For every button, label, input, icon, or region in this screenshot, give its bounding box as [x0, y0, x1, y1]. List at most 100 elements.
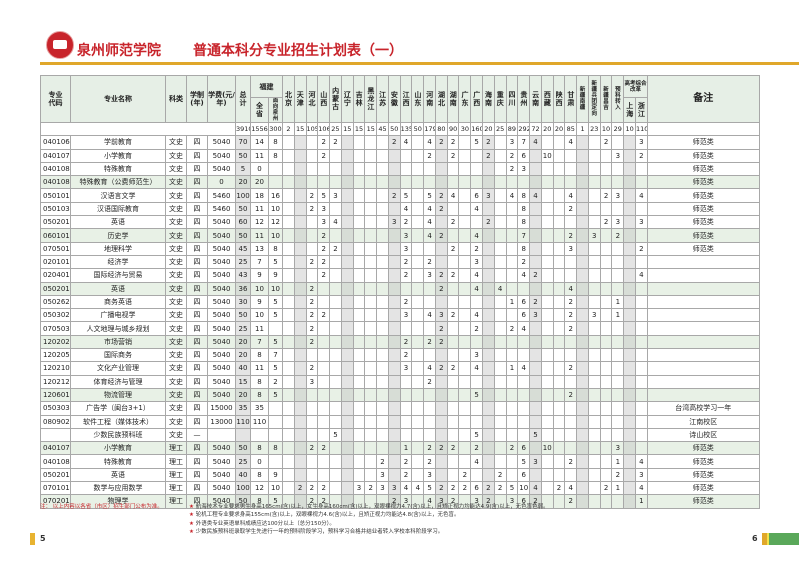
- cell-quota: 3: [399, 361, 413, 376]
- cell-quota: 2: [423, 148, 436, 163]
- cell-quota: [611, 387, 625, 403]
- cell-quota: [552, 321, 566, 336]
- cell-note: 诗山校区: [646, 427, 760, 443]
- cell-quota: [611, 254, 625, 270]
- cell-quota: 3: [399, 241, 413, 256]
- cell-quota: 4: [423, 361, 436, 376]
- cell-quota: 5: [268, 308, 283, 323]
- cell-quota: [540, 467, 554, 483]
- cell-quota: [458, 387, 472, 403]
- cell-quota: [623, 334, 636, 350]
- cell-quota: 2: [305, 254, 319, 270]
- cell-quota: [505, 215, 519, 230]
- cell-quota: [623, 481, 636, 496]
- cell-quota: 9: [250, 268, 269, 283]
- cell-quota: [529, 254, 542, 270]
- cell-quota: [387, 414, 401, 429]
- table-row: 070503 人文地理与城乡规划 文史四 5040 25 11 2 2 2 2 4 2: [40, 321, 760, 336]
- cell-quota: [364, 281, 378, 296]
- cell-quota: 4: [470, 201, 484, 217]
- table-row: 050302 广播电视学 文史四 5040 50 10 5 2 2 3 4 3 2 4 6 3 2 3 1: [40, 308, 760, 323]
- cell-quota: [540, 268, 554, 283]
- cell-quota: 2: [599, 135, 613, 150]
- cell-quota: [493, 188, 507, 203]
- cell-quota: [634, 348, 648, 363]
- cell-quota: [529, 348, 542, 363]
- cell-quota: [352, 281, 366, 296]
- cell-quota: [611, 334, 625, 350]
- table-row: 080902 软件工程（媒体技术） 文史四 13000 110 110 江南校区: [40, 414, 760, 429]
- cell-quota: [529, 215, 542, 230]
- cell-quota: 10: [540, 441, 554, 456]
- cell-quota: [293, 294, 307, 310]
- cell-quota: [387, 201, 401, 217]
- cell-years: 四: [186, 148, 208, 163]
- cell-quota: [482, 268, 495, 283]
- col-province: 重庆: [493, 75, 507, 123]
- cell-quota: [305, 348, 319, 363]
- cell-fee: 5040: [207, 454, 236, 469]
- cell-quota: [446, 454, 460, 469]
- cell-quota: [446, 467, 460, 483]
- cell-quota: 11: [250, 148, 269, 163]
- col-province: 陕西: [552, 75, 566, 123]
- col-note: 备注: [646, 75, 760, 123]
- cell-quota: [517, 414, 531, 429]
- cell-quota: [552, 374, 566, 389]
- cell-quota: [446, 401, 460, 416]
- cell-name: 小学教育: [70, 148, 166, 163]
- cell-name: 体育经济与管理: [70, 374, 166, 389]
- cell-quota: 2: [399, 467, 413, 483]
- cell-quota: [552, 294, 566, 310]
- cell-quota: [505, 414, 519, 429]
- cell-quota: 2: [317, 241, 331, 256]
- cell-quota: [634, 361, 648, 376]
- cell-quota: [552, 441, 566, 456]
- cell-quota: [340, 201, 354, 217]
- cell-quota: [411, 148, 425, 163]
- cell-quota: [329, 441, 342, 456]
- cell-quota: 5: [470, 387, 484, 403]
- cell-quota: [364, 321, 378, 336]
- cell-quota: 40: [235, 467, 251, 483]
- cell-quota: [434, 161, 448, 177]
- cell-quota: 2: [317, 308, 331, 323]
- cell-quota: 3: [399, 228, 413, 243]
- cell-code: 020101: [40, 254, 71, 270]
- col-province: 预科转入: [611, 75, 625, 123]
- cell-quota: [293, 188, 307, 203]
- cell-quota: [623, 308, 636, 323]
- cell-quota: 1: [634, 494, 648, 509]
- cell-quota: 7: [517, 135, 531, 150]
- cell-quota: [623, 414, 636, 429]
- cell-quota: [482, 348, 495, 363]
- cell-quota: [599, 334, 613, 350]
- total-cell: 90: [446, 121, 460, 137]
- cell-quota: [611, 241, 625, 256]
- cell-quota: 4: [399, 135, 413, 150]
- cell-quota: [493, 201, 507, 217]
- cell-quota: 1: [505, 361, 519, 376]
- cell-quota: [376, 175, 389, 190]
- cell-note: 师范类: [646, 161, 760, 177]
- cell-quota: [576, 454, 589, 469]
- cell-quota: 2: [517, 254, 531, 270]
- cell-quota: [458, 294, 472, 310]
- cell-quota: [446, 414, 460, 429]
- cell-years: 四: [186, 135, 208, 150]
- cell-note: [646, 294, 760, 310]
- cell-quota: [529, 161, 542, 177]
- table-row: 040107 小学教育 理工四 5040 50 8 8 2 2 1 2 2 2 2 2 6 10 3 师范类: [40, 441, 760, 456]
- cell-quota: [517, 175, 531, 190]
- totals-label: [40, 121, 236, 137]
- cell-quota: [599, 241, 613, 256]
- cell-type: 文史: [165, 334, 187, 350]
- table-row: 120212 体育经济与管理 文史四 5040 15 8 2 3 2: [40, 374, 760, 389]
- cell-quota: [552, 281, 566, 296]
- cell-quota: 3: [399, 308, 413, 323]
- cell-quota: [623, 401, 636, 416]
- cell-years: 四: [186, 321, 208, 336]
- cell-quota: [458, 268, 472, 283]
- cell-quota: [282, 334, 295, 350]
- cell-quota: 2: [317, 268, 331, 283]
